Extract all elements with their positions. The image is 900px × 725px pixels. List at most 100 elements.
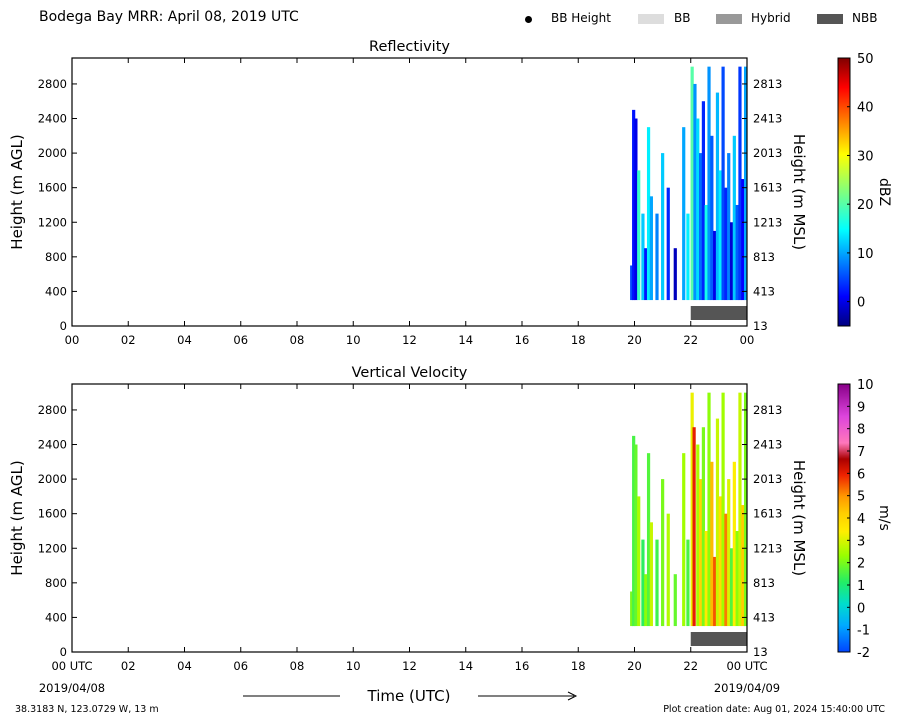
- xtick-label: 14: [458, 333, 473, 347]
- data-column: [710, 135, 714, 301]
- data-column: [641, 539, 645, 627]
- data-column: [743, 66, 748, 301]
- data-column: [637, 170, 641, 301]
- ytick-label: 400: [45, 284, 67, 298]
- data-column: [632, 109, 636, 301]
- data-column: [732, 461, 736, 627]
- data-column: [698, 153, 703, 301]
- ytick-label: 2000: [38, 472, 67, 486]
- ytick-label: 400: [45, 610, 67, 624]
- data-column: [718, 170, 722, 301]
- colorbar-tick-label: 5: [857, 490, 865, 505]
- data-column: [630, 591, 634, 627]
- colorbar-tick-label: 40: [857, 101, 874, 116]
- data-column: [721, 392, 725, 627]
- xtick-label: 16: [515, 333, 530, 347]
- ytick-label-right: 813: [753, 576, 775, 590]
- data-column: [735, 204, 739, 301]
- colorbar-tick-label: 10: [857, 378, 874, 393]
- data-column: [724, 513, 728, 627]
- data-column: [724, 187, 728, 301]
- data-column: [644, 248, 648, 301]
- colorbar-tick-label: 4: [857, 512, 865, 527]
- panel-title: Reflectivity: [369, 39, 450, 55]
- data-column: [682, 127, 686, 301]
- data-column: [690, 392, 694, 627]
- ytick-label-right: 813: [753, 250, 775, 264]
- colorbar-tick-label: 20: [857, 198, 874, 213]
- data-column: [632, 435, 636, 627]
- legend-hybrid: Hybrid: [716, 11, 796, 27]
- data-column: [701, 101, 706, 301]
- data-column: [686, 539, 690, 627]
- data-column: [649, 196, 653, 301]
- xtick-label: 02: [121, 659, 136, 673]
- ytick-label: 1600: [38, 507, 67, 521]
- ytick-label: 800: [45, 576, 67, 590]
- data-column: [637, 496, 641, 627]
- xtick-label: 14: [458, 659, 473, 673]
- colorbar-tick-label: 2: [857, 557, 865, 572]
- data-column: [655, 539, 659, 627]
- yaxis-label: Height (m AGL): [8, 134, 26, 249]
- xtick-label: 20: [627, 333, 642, 347]
- plot-creation-date: Plot creation date: Aug 01, 2024 15:40:0…: [663, 704, 885, 715]
- colorbar-tick-label: 1: [857, 579, 865, 594]
- ytick-label: 1200: [38, 541, 67, 555]
- colorbar-label: dBZ: [876, 178, 892, 206]
- data-column: [649, 522, 653, 627]
- xtick-label: 18: [571, 659, 586, 673]
- ytick-label: 0: [60, 645, 67, 659]
- ytick-label: 1200: [38, 215, 67, 229]
- data-column: [634, 444, 638, 627]
- data-column: [718, 496, 722, 627]
- xtick-label: 12: [402, 659, 417, 673]
- xtick-label: 10: [346, 659, 361, 673]
- bb-height-dot-icon: [525, 16, 532, 23]
- ytick-label: 0: [60, 319, 67, 333]
- ytick-label-right: 2413: [753, 438, 782, 452]
- xtick-label: 06: [233, 659, 248, 673]
- bright-band-bar: [690, 632, 747, 646]
- ytick-label-right: 413: [753, 284, 775, 298]
- station-location: 38.3183 N, 123.0729 W, 13 m: [15, 704, 159, 715]
- data-column: [707, 66, 711, 301]
- legend-label: BB: [674, 11, 691, 25]
- ytick-label-right: 13: [753, 319, 768, 333]
- legend-label: NBB: [852, 11, 878, 25]
- data-column: [741, 505, 745, 627]
- data-column: [713, 556, 717, 627]
- data-column: [704, 204, 708, 301]
- colorbar-tick-label: -1: [857, 624, 870, 639]
- colorbar-tick-label: 30: [857, 149, 874, 164]
- arrow-head-icon: [567, 691, 578, 701]
- data-column: [692, 427, 696, 627]
- data-column: [743, 392, 748, 627]
- xtick-label: 00: [740, 333, 755, 347]
- data-column: [738, 392, 742, 627]
- colorbar-tick-label: -2: [857, 646, 870, 661]
- yaxis-label-right: Height (m MSL): [790, 134, 808, 250]
- xtick-label: 00: [65, 333, 80, 347]
- colorbar-tick-label: 9: [857, 400, 865, 415]
- xtick-label: 20: [627, 659, 642, 673]
- xtick-label: 10: [346, 333, 361, 347]
- data-column: [729, 548, 734, 627]
- data-column: [729, 222, 734, 301]
- data-column: [727, 479, 731, 627]
- xtick-label: 16: [515, 659, 530, 673]
- ytick-label: 800: [45, 250, 67, 264]
- colorbar-tick-label: 10: [857, 247, 874, 262]
- figure-title: Bodega Bay MRR: April 08, 2019 UTC: [39, 9, 299, 25]
- data-column: [690, 66, 694, 301]
- data-column: [686, 213, 690, 301]
- data-column: [707, 392, 711, 627]
- data-column: [666, 187, 670, 301]
- colorbar-tick-label: 3: [857, 534, 865, 549]
- hybrid-swatch-icon: [716, 14, 742, 24]
- xtick-label: 02: [121, 333, 136, 347]
- ytick-label: 2400: [38, 438, 67, 452]
- ytick-label: 2800: [38, 77, 67, 91]
- data-column: [710, 461, 714, 627]
- xtick-label: 08: [290, 333, 305, 347]
